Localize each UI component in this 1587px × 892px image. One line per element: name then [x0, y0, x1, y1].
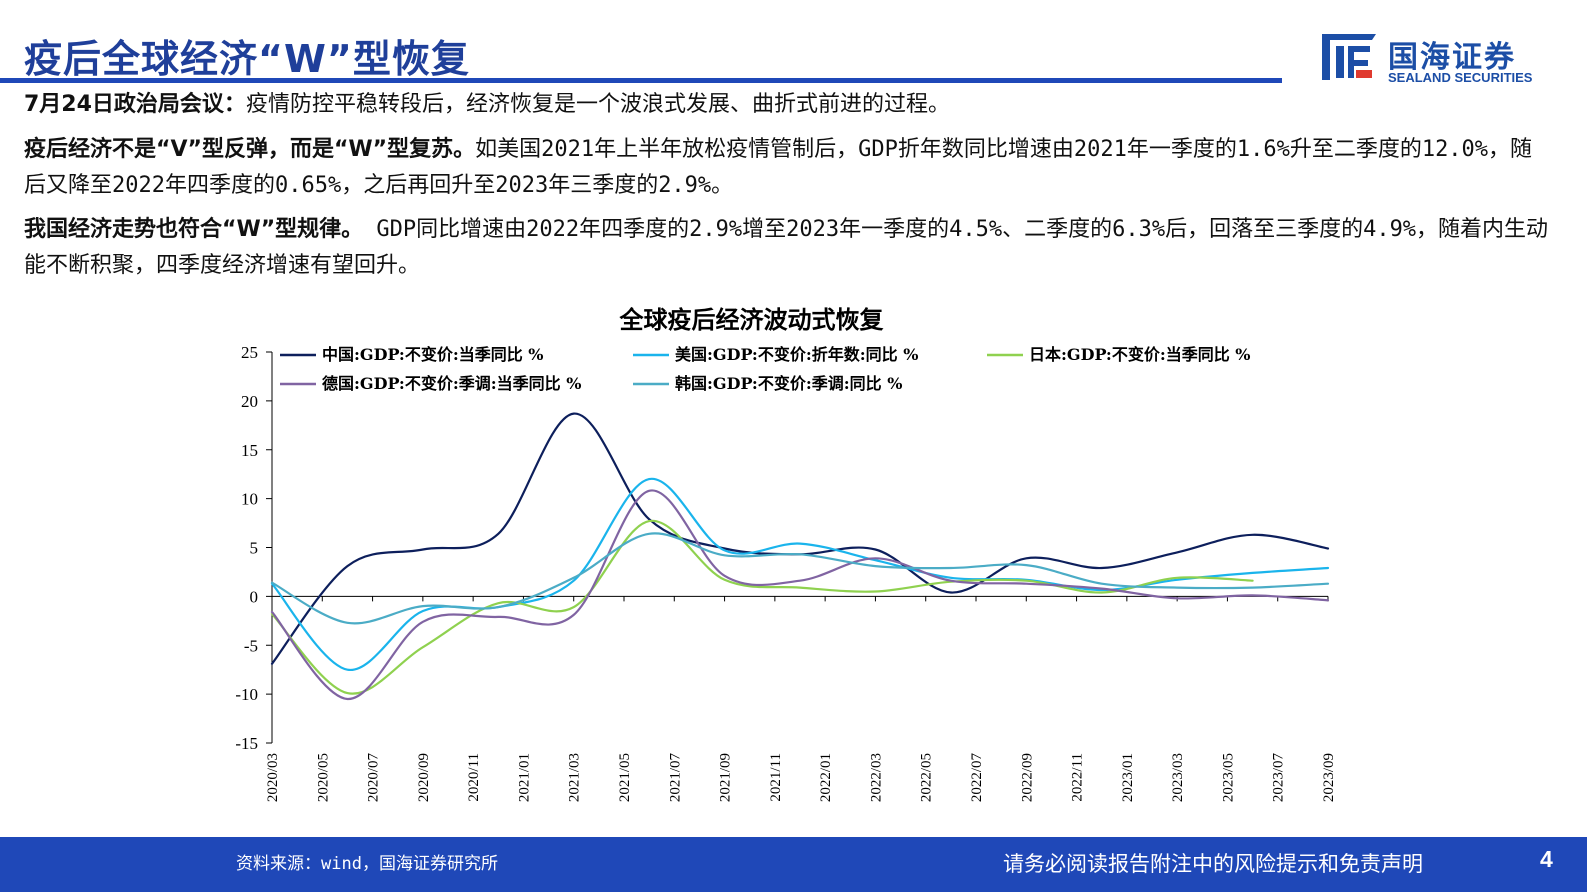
- series-line-4: [270, 489, 1330, 701]
- disclaimer-text: 请务必阅读报告附注中的风险提示和免责声明: [1003, 852, 1423, 876]
- x-tick-label: 2021/05: [617, 753, 633, 802]
- title-divider: [0, 78, 1282, 83]
- y-tick-label: 25: [241, 343, 258, 362]
- y-tick-label: 0: [250, 587, 259, 606]
- logo-text-cn: 国海证券: [1388, 40, 1516, 75]
- paragraph-3-lead: 我国经济走势也符合“W”型规律。: [24, 217, 364, 242]
- legend-label-5: 韩国:GDP:不变价:季调:同比 %: [675, 374, 902, 393]
- x-tick-label: 2020/09: [416, 753, 432, 802]
- company-logo: 国海证券 SEALAND SECURITIES: [1318, 30, 1538, 88]
- paragraph-2: 疫后经济不是“V”型反弹，而是“W”型复苏。如美国2021年上半年放松疫情管制后…: [24, 132, 1554, 204]
- x-tick-label: 2023/07: [1271, 753, 1287, 803]
- x-tick-label: 2020/05: [315, 753, 331, 802]
- sealand-logo-icon: [1322, 34, 1376, 80]
- page-number: 4: [1540, 846, 1553, 872]
- x-tick-label: 2020/11: [466, 753, 482, 802]
- paragraph-3-body: GDP同比增速由2022年四季度的2.9%增至2023年一季度的4.5%、二季度…: [24, 217, 1549, 278]
- y-tick-label: -15: [235, 734, 258, 753]
- source-note: 资料来源：wind，国海证券研究所: [236, 854, 498, 874]
- paragraph-1-lead: 7月24日政治局会议：: [24, 92, 246, 117]
- x-tick-label: 2022/03: [868, 753, 884, 802]
- paragraph-2-lead: 疫后经济不是“V”型反弹，而是“W”型复苏。: [24, 137, 476, 162]
- paragraph-1: 7月24日政治局会议：疫情防控平稳转段后，经济恢复是一个波浪式发展、曲折式前进的…: [24, 87, 1554, 123]
- paragraph-1-body: 疫情防控平稳转段后，经济恢复是一个波浪式发展、曲折式前进的过程。: [245, 92, 950, 117]
- chart-title: 全球疫后经济波动式恢复: [619, 306, 884, 334]
- y-tick-label: -10: [235, 685, 258, 704]
- x-tick-label: 2022/01: [818, 753, 834, 802]
- y-tick-label: 5: [250, 539, 259, 558]
- legend-label-1: 中国:GDP:不变价:当季同比 %: [322, 345, 544, 364]
- x-tick-label: 2021/07: [667, 753, 683, 803]
- y-tick-label: 20: [241, 392, 258, 411]
- y-tick-label: 10: [241, 490, 258, 509]
- x-tick-label: 2023/09: [1321, 753, 1337, 802]
- logo-text-en: SEALAND SECURITIES: [1388, 70, 1533, 85]
- x-tick-label: 2020/03: [265, 753, 281, 802]
- x-tick-label: 2023/01: [1120, 753, 1136, 802]
- gdp-line-chart: -15 -10 -5 0 5 10 15 20 25 2020/03 2020/05 2020/07 2…: [235, 343, 1337, 803]
- paragraph-2-body: 如美国2021年上半年放松疫情管制后，GDP折年数同比增速由2021年一季度的1…: [24, 137, 1533, 198]
- legend-label-3: 日本:GDP:不变价:当季同比 %: [1029, 345, 1251, 364]
- x-tick-label: 2021/09: [718, 753, 734, 802]
- y-tick-label: 15: [241, 441, 258, 460]
- paragraph-3: 我国经济走势也符合“W”型规律。 GDP同比增速由2022年四季度的2.9%增至…: [24, 212, 1554, 284]
- x-tick-label: 2023/05: [1220, 753, 1236, 802]
- series-line-3: [270, 519, 1254, 695]
- legend-label-2: 美国:GDP:不变价:折年数:同比 %: [675, 345, 918, 364]
- x-tick-label: 2022/09: [1019, 753, 1035, 802]
- y-tick-label: -5: [244, 636, 258, 655]
- series-line-5: [270, 532, 1330, 625]
- x-tick-label: 2021/03: [567, 753, 583, 802]
- x-tick-label: 2022/11: [1070, 753, 1086, 802]
- footer-bar: 资料来源：wind，国海证券研究所 请务必阅读报告附注中的风险提示和免责声明 4: [0, 837, 1587, 892]
- series-line-1: [270, 412, 1330, 665]
- x-tick-label: 2022/05: [919, 753, 935, 802]
- x-tick-label: 2021/11: [768, 753, 784, 802]
- x-tick-label: 2023/03: [1170, 753, 1186, 802]
- x-tick-label: 2020/07: [366, 753, 382, 803]
- x-tick-label: 2021/01: [516, 753, 532, 802]
- page-title: 疫后全球经济“W”型恢复: [24, 37, 470, 81]
- x-tick-label: 2022/07: [969, 753, 985, 803]
- legend-label-4: 德国:GDP:不变价:季调:当季同比 %: [322, 374, 581, 393]
